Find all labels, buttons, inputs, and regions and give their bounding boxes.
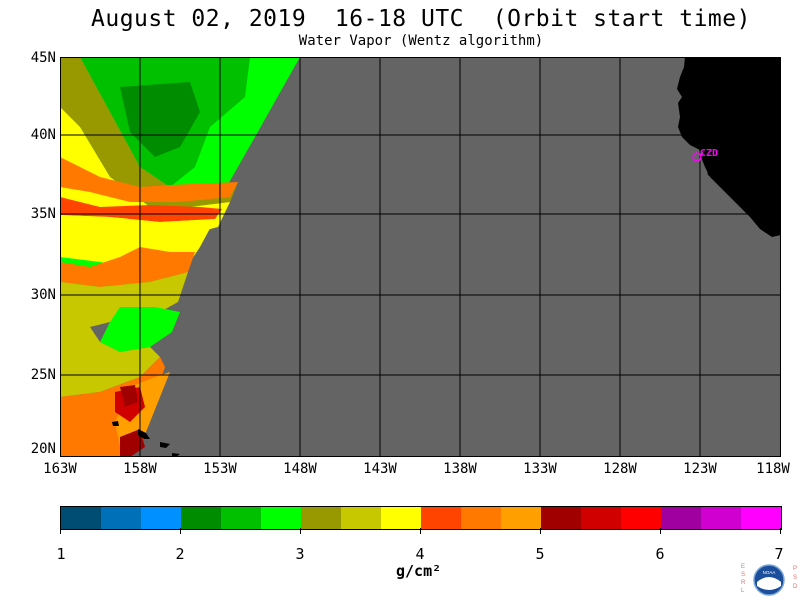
colorbar-tick-6 (660, 528, 661, 534)
colorbar-label-6: 6 (655, 545, 665, 563)
colorbar-swatch-13 (541, 507, 581, 529)
swath-darkred-patch (120, 385, 138, 407)
lat-label-35n: 35N (30, 206, 56, 222)
colorbar-swatch-7 (301, 507, 341, 529)
colorbar-swatch-14 (581, 507, 621, 529)
map-grid (60, 57, 781, 457)
swath-orange-band-1 (60, 157, 238, 202)
colorbar-swatch-1 (61, 507, 101, 529)
lat-label-20n: 20N (30, 441, 56, 457)
lon-label-143w: 143W (363, 461, 397, 477)
colorbar-tick-7 (780, 528, 781, 534)
lat-label-25n: 25N (30, 367, 56, 383)
colorbar-tick-2 (180, 528, 181, 534)
colorbar-swatch-8 (341, 507, 381, 529)
satellite-swath (60, 57, 300, 457)
colorbar-swatch-17 (701, 507, 741, 529)
lat-label-30n: 30N (30, 287, 56, 303)
land-island-hawaii-1 (138, 429, 150, 439)
lon-label-163w: 163W (43, 461, 77, 477)
lon-label-138w: 138W (443, 461, 477, 477)
colorbar (60, 506, 782, 530)
land-north-america (677, 57, 781, 237)
land-bay-detail (706, 165, 716, 179)
swath-orange-band-2 (60, 197, 222, 222)
lon-label-123w: 123W (683, 461, 717, 477)
water-vapor-map: CZD (60, 57, 781, 457)
lon-label-153w: 153W (203, 461, 237, 477)
swath-darkred-patch-2 (120, 429, 145, 457)
colorbar-swatch-2 (101, 507, 141, 529)
lon-label-133w: 133W (523, 461, 557, 477)
colorbar-unit: g/cm² (396, 562, 442, 580)
colorbar-tick-4 (420, 528, 421, 534)
colorbar-swatch-6 (261, 507, 301, 529)
lat-label-40n: 40N (30, 127, 56, 143)
colorbar-swatch-5 (221, 507, 261, 529)
land-island-hawaii-3 (112, 421, 119, 426)
colorbar-label-4: 4 (415, 545, 425, 563)
lon-label-128w: 128W (603, 461, 637, 477)
lon-label-118w: 118W (756, 461, 790, 477)
colorbar-label-1: 1 (56, 545, 66, 563)
lat-label-45n: 45N (30, 50, 56, 66)
station-label: CZD (700, 148, 718, 159)
colorbar-label-7: 7 (774, 545, 784, 563)
lon-label-158w: 158W (123, 461, 157, 477)
colorbar-label-2: 2 (175, 545, 185, 563)
map-subtitle: Water Vapor (Wentz algorithm) (298, 33, 544, 49)
swath-olive-region-far-south (60, 327, 160, 397)
map-title: August 02, 2019 16-18 UTC (Orbit start t… (91, 6, 751, 32)
colorbar-label-5: 5 (535, 545, 545, 563)
logo-seal-text: NOAA (763, 570, 776, 575)
colorbar-tick-3 (300, 528, 301, 534)
station-marker (692, 152, 702, 162)
colorbar-swatch-4 (181, 507, 221, 529)
colorbar-tick-5 (540, 528, 541, 534)
colorbar-swatch-11 (461, 507, 501, 529)
land-island-hawaii-2 (160, 442, 170, 448)
swath-olive-region-south (60, 272, 188, 327)
colorbar-swatch-9 (381, 507, 421, 529)
map-frame (60, 57, 781, 457)
colorbar-label-3: 3 (295, 545, 305, 563)
colorbar-swatch-18 (741, 507, 781, 529)
colorbar-swatch-16 (661, 507, 701, 529)
colorbar-swatch-15 (621, 507, 661, 529)
colorbar-swatch-3 (141, 507, 181, 529)
colorbar-swatch-10 (421, 507, 461, 529)
swath-orange-band-3 (60, 247, 195, 287)
colorbar-tick-1 (60, 528, 61, 534)
lon-label-148w: 148W (283, 461, 317, 477)
swath-yellow-region-north (60, 107, 230, 237)
colorbar-swatch-12 (501, 507, 541, 529)
